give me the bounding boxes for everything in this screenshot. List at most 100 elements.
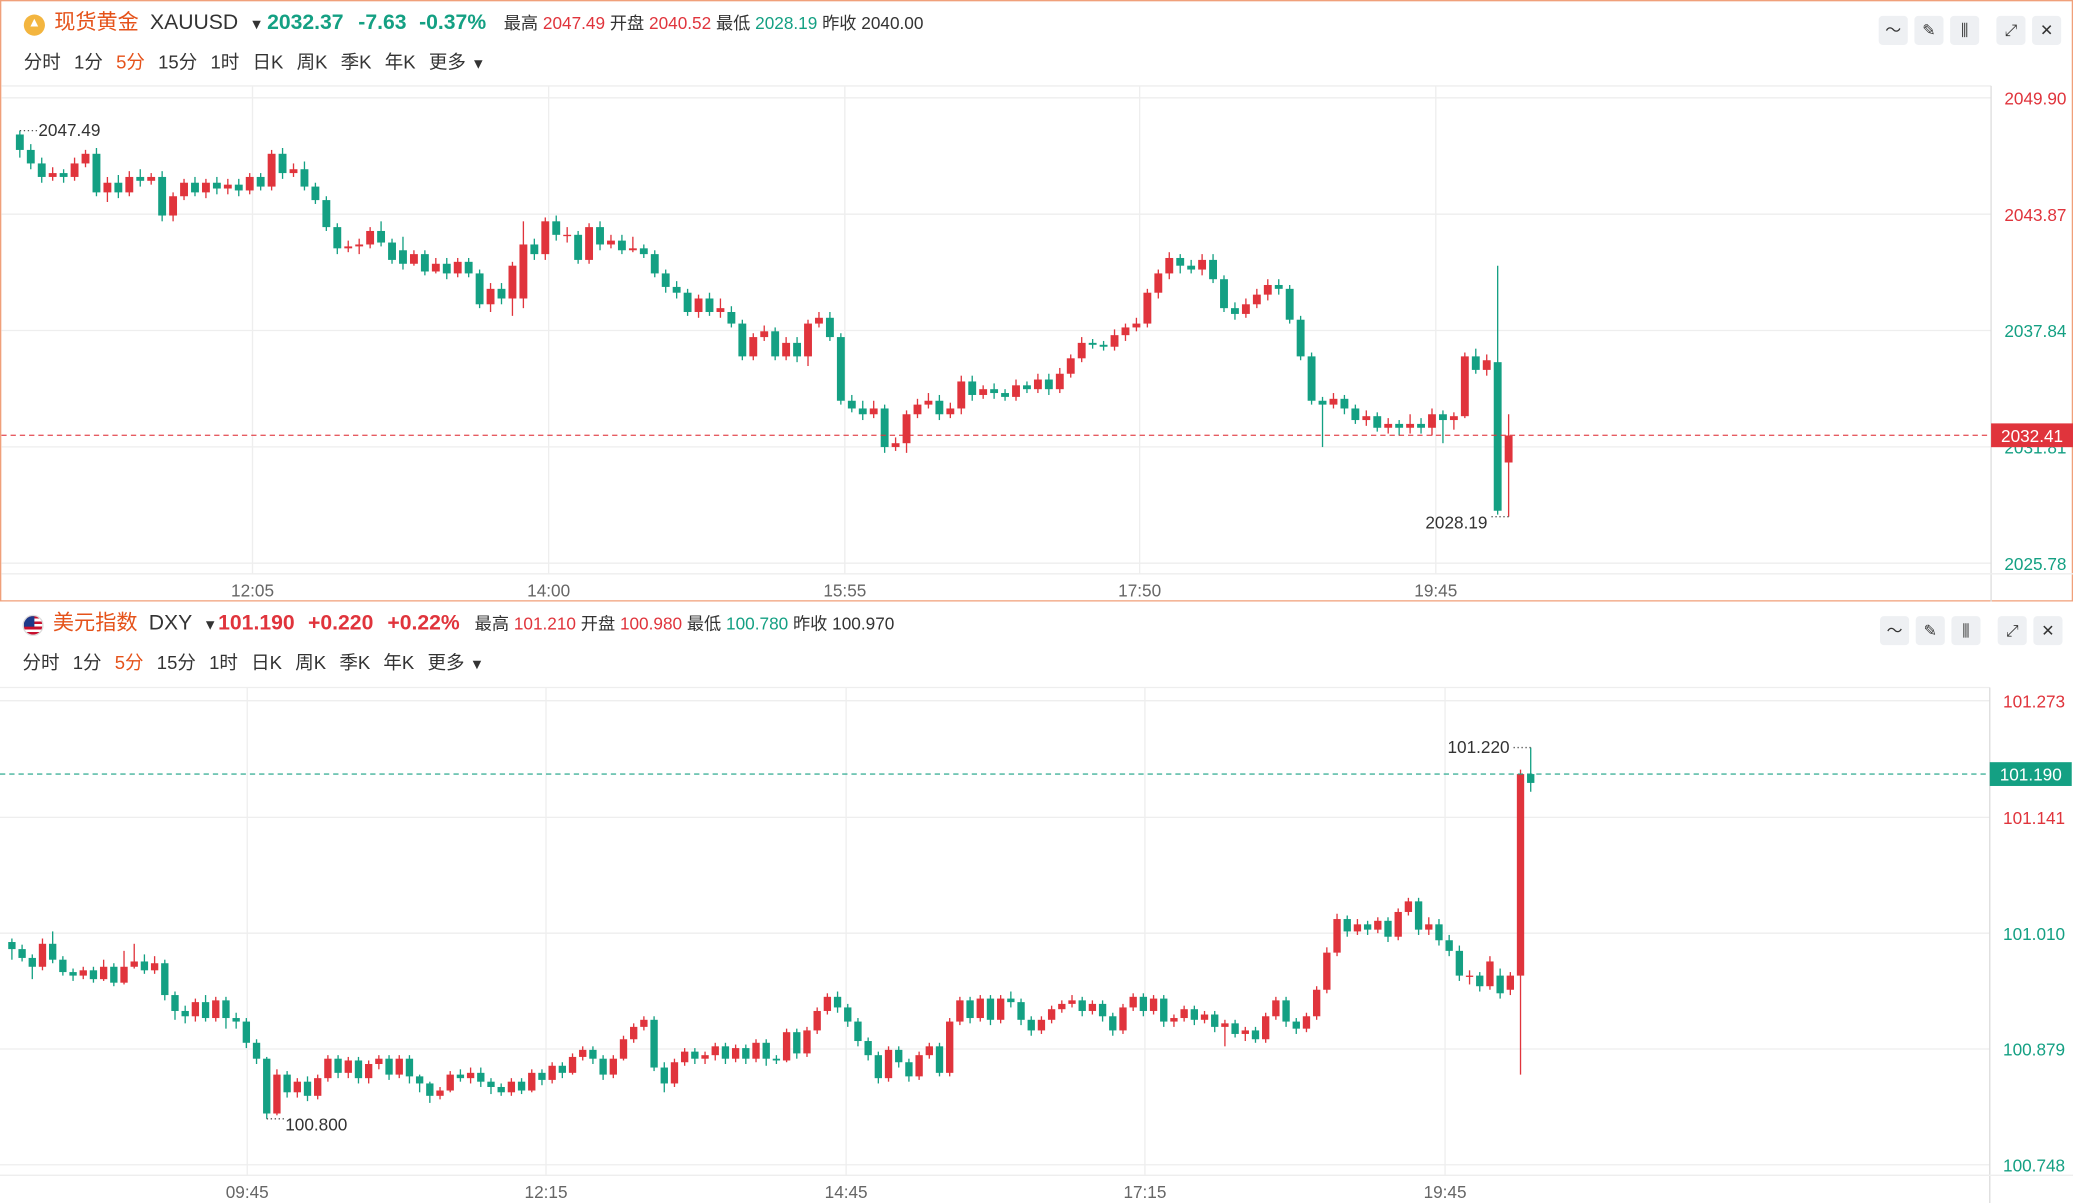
candle [136,169,145,187]
candle-body [1428,414,1436,428]
candle-body [913,404,922,415]
y-tick-label: 101.010 [2003,924,2065,944]
candle [181,1005,189,1024]
candle-body [436,1090,444,1096]
candle [1017,998,1025,1026]
y-tick-label: 100.748 [2003,1155,2065,1175]
candle-body [456,1074,465,1079]
candle [935,1042,944,1077]
candle [1068,995,1076,1008]
last-price-badge: 2032.41 [1991,423,2073,448]
candle-body [1109,1016,1117,1031]
compare-icon[interactable]: ⫼ [1951,616,1981,646]
compare-icon[interactable]: ⫼ [1950,15,1980,45]
candle [609,1055,617,1079]
candle [782,337,791,361]
candle [1384,917,1392,943]
candle [596,221,604,251]
candle-body [742,1048,750,1059]
candle [1044,373,1053,395]
period-tab-15m[interactable]: 15分 [156,651,196,673]
period-tab-fenshi[interactable]: 分时 [23,51,61,73]
candle-body [979,389,988,395]
candle-body [905,1062,913,1077]
candle-body [990,389,999,394]
candle [1110,329,1119,351]
candle-body [517,1081,526,1091]
candle-body [902,414,911,444]
candle [1333,913,1341,957]
gold-symbol-selector[interactable]: 现货黄金 XAUUSD ▼ [54,1,264,46]
period-tab-quarter[interactable]: 季K [339,651,371,673]
candle [385,1055,393,1080]
candle [1449,412,1458,430]
candle [201,995,210,1022]
candle-body [1272,1000,1280,1017]
candle-body [1211,1014,1219,1027]
candle-body [453,261,462,274]
period-tab-year[interactable]: 年K [383,651,415,673]
period-tab-fenshi[interactable]: 分时 [22,651,60,673]
candle-body [508,265,517,299]
candle-body [1033,379,1042,390]
candle-body [497,288,506,299]
indicator-icon[interactable]: 〜 [1880,616,1910,646]
gold-prev-label: 昨收 [822,13,857,34]
fullscreen-icon[interactable]: ⤢ [1997,616,2027,646]
candle-body [181,1010,189,1017]
candle [1198,254,1207,276]
indicator-icon[interactable]: 〜 [1878,15,1908,45]
candle [1211,1010,1219,1033]
candle [1187,259,1196,274]
period-tab-more[interactable]: 更多 ▼ [427,648,484,677]
period-tab-15m[interactable]: 15分 [158,51,198,73]
period-tab-quarter[interactable]: 季K [340,51,372,73]
period-tab-1h[interactable]: 1时 [210,51,240,73]
chevron-down-icon: ▼ [469,657,485,673]
candle-body [895,1049,903,1063]
period-tab-5m[interactable]: 5分 [116,51,145,73]
draw-icon[interactable]: ✎ [1914,15,1944,45]
candle-body [935,400,944,415]
period-tab-day[interactable]: 日K [252,51,284,73]
candle-body [924,400,933,405]
candle-body [1088,342,1097,345]
candle [344,1056,352,1079]
candle [1007,991,1015,1008]
candle [1493,265,1502,515]
close-icon[interactable]: ✕ [2033,616,2063,646]
period-tab-year[interactable]: 年K [384,51,416,73]
candle [833,991,842,1013]
candle [278,148,287,179]
candle [497,283,506,305]
last-price-badge-bg [1989,762,2072,786]
candle [1066,354,1075,378]
period-tab-1m[interactable]: 1分 [72,651,102,673]
period-tab-week[interactable]: 周K [295,651,327,673]
period-tab-more[interactable]: 更多 ▼ [429,48,486,77]
candle-body [1110,335,1119,347]
candle-body [1455,950,1464,976]
period-tab-1h[interactable]: 1时 [209,651,238,673]
candle-body [1231,1023,1239,1034]
dxy-candlestick-chart[interactable]: 101.273 101.141 101.010 100.879 100.748 09:45… [0,602,2073,1203]
candle [324,1055,332,1082]
draw-icon[interactable]: ✎ [1915,616,1945,646]
x-tick-label: 17:15 [1123,1182,1166,1202]
candle-body [37,163,46,177]
dxy-symbol-selector[interactable]: 美元指数 DXY ▼ [53,602,217,647]
candle [683,288,692,316]
close-icon[interactable]: ✕ [2032,15,2062,45]
period-tab-day[interactable]: 日K [251,651,283,673]
candle [1406,414,1415,434]
candle [793,337,802,363]
period-tab-1m[interactable]: 1分 [74,51,103,73]
fullscreen-icon[interactable]: ⤢ [1996,15,2026,45]
gold-candlestick-chart[interactable]: 2049.902043.872037.842031.812025.7812:05… [1,1,2073,603]
candle-body [935,1046,944,1073]
candle [355,238,364,255]
period-tab-week[interactable]: 周K [296,51,328,73]
x-tick-label: 19:45 [1424,1182,1467,1202]
candle-body [1527,774,1535,783]
period-tab-5m[interactable]: 5分 [114,651,144,673]
